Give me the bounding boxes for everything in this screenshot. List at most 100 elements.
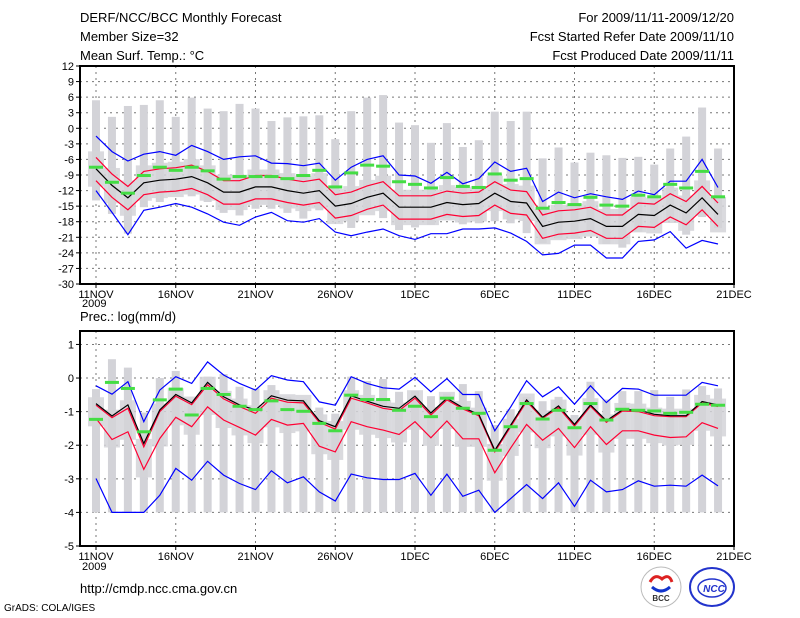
temp-ensemble-range-bar bbox=[283, 117, 292, 213]
prec-observation-mark bbox=[120, 386, 135, 390]
prec-observation-mark bbox=[615, 407, 630, 411]
temp-y-tick-label: 6 bbox=[68, 92, 74, 104]
prec-y-tick-label: -3 bbox=[64, 474, 74, 486]
prec-observation-mark bbox=[152, 398, 167, 402]
prec-blue-lower-line bbox=[95, 460, 719, 514]
prec-observation-mark bbox=[631, 408, 646, 412]
temp-plot-frame bbox=[79, 65, 735, 285]
temp-ensemble-range-bar bbox=[347, 111, 356, 228]
prec-ensemble-range-bar bbox=[426, 396, 435, 513]
prec-ensemble-range-bar bbox=[474, 391, 483, 513]
temp-ensemble-range-bar bbox=[267, 121, 276, 209]
prec-ensemble-box bbox=[215, 390, 232, 429]
temp-observation-mark bbox=[168, 168, 183, 172]
prec-observation-mark bbox=[487, 448, 502, 452]
bcc-logo: BCC bbox=[640, 566, 682, 608]
temp-year-label: 2009 bbox=[82, 298, 107, 310]
temp-observation-mark bbox=[216, 177, 231, 181]
temp-observation-mark bbox=[663, 182, 678, 186]
temp-observation-mark bbox=[583, 195, 598, 199]
temp-ensemble-box bbox=[710, 197, 727, 233]
temp-y-tick-label: -9 bbox=[64, 170, 74, 182]
prec-observation-mark bbox=[551, 408, 566, 412]
prec-observation-mark bbox=[423, 415, 438, 419]
temp-ensemble-range-bar bbox=[299, 116, 308, 219]
prec-x-tick-label: 21NOV bbox=[237, 551, 274, 563]
prec-ensemble-box bbox=[486, 443, 503, 481]
prec-observation-mark bbox=[408, 404, 422, 408]
prec-ensemble-box bbox=[167, 388, 184, 426]
temp-y-tick-label: 3 bbox=[68, 108, 74, 120]
temp-observation-mark bbox=[360, 163, 375, 167]
temp-ensemble-range-bar bbox=[203, 108, 212, 202]
temp-observation-mark bbox=[519, 177, 534, 181]
prec-y-tick-label: -1 bbox=[64, 407, 74, 419]
prec-observation-mark bbox=[679, 410, 694, 414]
prec-x-tick-label: 11DEC bbox=[557, 551, 592, 563]
prec-ensemble-range-bar bbox=[618, 391, 627, 513]
prec-panel-title: Prec.: log(mm/d) bbox=[80, 309, 177, 324]
temp-observation-mark bbox=[152, 165, 167, 169]
bcc-logo-text: BCC bbox=[652, 594, 670, 603]
temp-observation-mark bbox=[679, 186, 694, 190]
prec-red-lower-line bbox=[95, 406, 719, 475]
prec-observation-mark bbox=[455, 406, 470, 410]
temp-observation-mark bbox=[344, 171, 359, 175]
temp-ensemble-range-bar bbox=[107, 116, 116, 214]
prec-observation-mark bbox=[312, 421, 327, 425]
prec-ensemble-box bbox=[454, 400, 471, 447]
prec-ensemble-range-bar bbox=[602, 399, 611, 513]
prec-ensemble-range-bar bbox=[267, 385, 276, 513]
temp-y-tick-label: -21 bbox=[58, 232, 74, 244]
temp-ensemble-range-bar bbox=[522, 111, 531, 234]
prec-observation-mark bbox=[136, 430, 151, 434]
prec-ensemble-range-bar bbox=[251, 388, 260, 513]
prec-observation-mark bbox=[216, 392, 231, 396]
temp-observation-mark bbox=[89, 165, 103, 169]
prec-x-tick-label: 1DEC bbox=[400, 551, 429, 563]
url-link[interactable]: http://cmdp.ncc.cma.gov.cn bbox=[80, 581, 238, 596]
prec-ensemble-range-bar bbox=[347, 376, 356, 513]
temp-observation-mark bbox=[599, 203, 614, 207]
prec-y-tick-label: -2 bbox=[64, 440, 74, 452]
prec-ensemble-range-bar bbox=[395, 391, 404, 513]
prec-ensemble-box bbox=[151, 403, 168, 447]
temp-y-tick-label: -18 bbox=[58, 217, 74, 229]
temp-y-tick-label: 12 bbox=[62, 61, 74, 73]
temp-ensemble-range-bar bbox=[123, 105, 132, 234]
prec-ensemble-box bbox=[534, 410, 551, 449]
temp-ensemble-range-bar bbox=[235, 103, 244, 216]
temp-ensemble-range-bar bbox=[187, 97, 196, 197]
prec-observation-mark bbox=[89, 417, 103, 421]
temp-observation-mark bbox=[248, 175, 263, 179]
prec-ensemble-range-bar bbox=[698, 386, 707, 513]
temp-ensemble-range-bar bbox=[506, 121, 515, 224]
temp-y-tick-label: -30 bbox=[58, 279, 74, 291]
member-size: Member Size=32 bbox=[80, 29, 179, 44]
temp-observation-mark bbox=[376, 164, 391, 168]
temp-observation-mark bbox=[392, 180, 407, 184]
prec-ensemble-box bbox=[614, 402, 631, 439]
prec-ensemble-box bbox=[678, 408, 695, 445]
prec-ensemble-range-bar bbox=[650, 390, 659, 513]
prec-observation-mark bbox=[471, 411, 486, 415]
ncc-logo: NCC bbox=[689, 567, 735, 607]
prec-ensemble-box bbox=[550, 399, 567, 437]
temp-observation-mark bbox=[408, 182, 422, 186]
prec-observation-mark bbox=[519, 402, 534, 406]
prec-ensemble-range-bar bbox=[92, 389, 100, 513]
prec-observation-mark bbox=[567, 426, 582, 430]
temp-x-tick-label: 11DEC bbox=[557, 289, 592, 301]
prec-ensemble-range-bar bbox=[682, 389, 691, 513]
grads-credit: GrADS: COLA/IGES bbox=[4, 603, 96, 614]
temp-observation-mark bbox=[471, 185, 486, 189]
prec-observation-mark bbox=[583, 402, 598, 406]
temp-observation-mark bbox=[423, 186, 438, 190]
temp-x-tick-label: 26NOV bbox=[317, 289, 354, 301]
temp-observation-mark bbox=[104, 180, 119, 184]
temp-ensemble-range-bar bbox=[474, 140, 483, 224]
temp-observation-mark bbox=[232, 175, 247, 179]
prec-y-tick-label: -5 bbox=[64, 541, 74, 553]
prec-x-tick-label: 16DEC bbox=[637, 551, 673, 563]
